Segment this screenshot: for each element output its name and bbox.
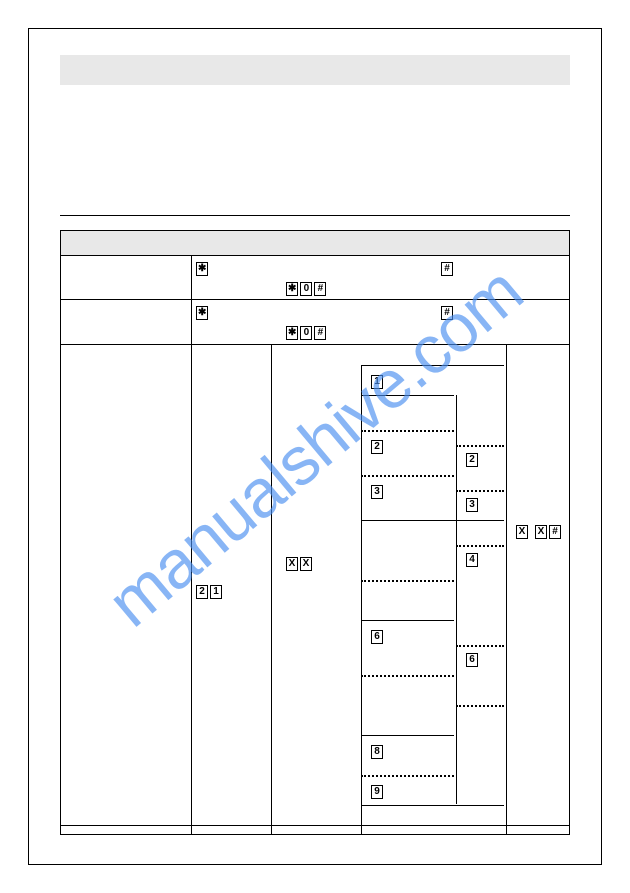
row-divider-dashed (456, 490, 504, 492)
row-divider (361, 805, 504, 806)
key-icon: 9 (371, 785, 383, 799)
row-divider (361, 620, 454, 621)
row-divider (361, 365, 504, 366)
key-icon: X (535, 525, 547, 539)
row-divider-dashed (456, 645, 504, 647)
key-icon: 1 (210, 585, 222, 599)
col-divider (271, 345, 272, 834)
key-icon: # (314, 326, 326, 340)
col-divider (506, 345, 507, 834)
key-icon: 8 (371, 745, 383, 759)
key-icon: # (441, 262, 453, 276)
row-divider-dashed (361, 675, 454, 677)
key-cell: 3 (466, 498, 478, 512)
key-star: ✱ (196, 306, 208, 320)
header-bar (60, 55, 570, 85)
key-seq-col5: X X # (516, 525, 561, 539)
key-icon: # (314, 282, 326, 296)
key-icon: 4 (466, 553, 478, 567)
key-cell: 8 (371, 745, 383, 759)
key-cell: 2 (466, 453, 478, 467)
key-seq: ✱ 0 # (286, 326, 326, 340)
key-icon: ✱ (196, 306, 208, 320)
key-hash: # (441, 262, 453, 276)
key-icon: # (549, 525, 561, 539)
key-icon: 3 (466, 498, 478, 512)
key-icon: ✱ (196, 262, 208, 276)
key-icon: 1 (371, 375, 383, 389)
row-divider-dashed (361, 475, 454, 477)
key-seq-col2: X X (286, 557, 312, 571)
divider-top (60, 215, 570, 216)
col-divider (456, 395, 457, 804)
col-divider (361, 365, 362, 834)
row-divider-dashed (456, 545, 504, 547)
key-seq-col1: 2 1 (196, 585, 222, 599)
key-icon: ✱ (286, 326, 298, 340)
divider-bottom (60, 825, 570, 826)
key-icon: 0 (300, 282, 312, 296)
key-icon: 2 (196, 585, 208, 599)
key-icon: ✱ (286, 282, 298, 296)
key-cell: 1 (371, 375, 383, 389)
key-icon: 3 (371, 485, 383, 499)
col-divider (191, 345, 192, 834)
key-cell: 9 (371, 785, 383, 799)
key-icon: # (441, 306, 453, 320)
row-divider-dashed (456, 445, 504, 447)
key-icon: 2 (466, 453, 478, 467)
key-icon: X (286, 557, 298, 571)
row-divider-dashed (361, 775, 454, 777)
row-divider (361, 395, 454, 396)
row-divider-dashed (361, 580, 454, 582)
key-cell: 6 (466, 653, 478, 667)
key-seq: ✱ 0 # (286, 282, 326, 296)
table-row-1: ✱ # ✱ 0 # (60, 255, 570, 300)
key-cell: 6 (371, 630, 383, 644)
key-cell: 4 (466, 553, 478, 567)
table-row-2: ✱ # ✱ 0 # (60, 300, 570, 345)
key-icon: 6 (371, 630, 383, 644)
key-cell: 3 (371, 485, 383, 499)
key-cell: 2 (371, 440, 383, 454)
key-icon: 2 (371, 440, 383, 454)
row-divider-dashed (361, 430, 454, 432)
key-icon: X (300, 557, 312, 571)
table-body: 2 1 X X 1 2 3 6 8 9 2 3 4 6 X X # (60, 345, 570, 835)
main-table: ✱ # ✱ 0 # ✱ # ✱ 0 # (60, 230, 570, 835)
key-icon: X (516, 525, 528, 539)
key-star: ✱ (196, 262, 208, 276)
key-icon: 6 (466, 653, 478, 667)
col-divider (191, 256, 192, 299)
key-icon: 0 (300, 326, 312, 340)
row-divider (361, 520, 504, 521)
row-divider (361, 735, 454, 736)
row-divider-dashed (456, 705, 504, 707)
col-divider (191, 300, 192, 344)
key-hash: # (441, 306, 453, 320)
table-header-row (60, 230, 570, 255)
